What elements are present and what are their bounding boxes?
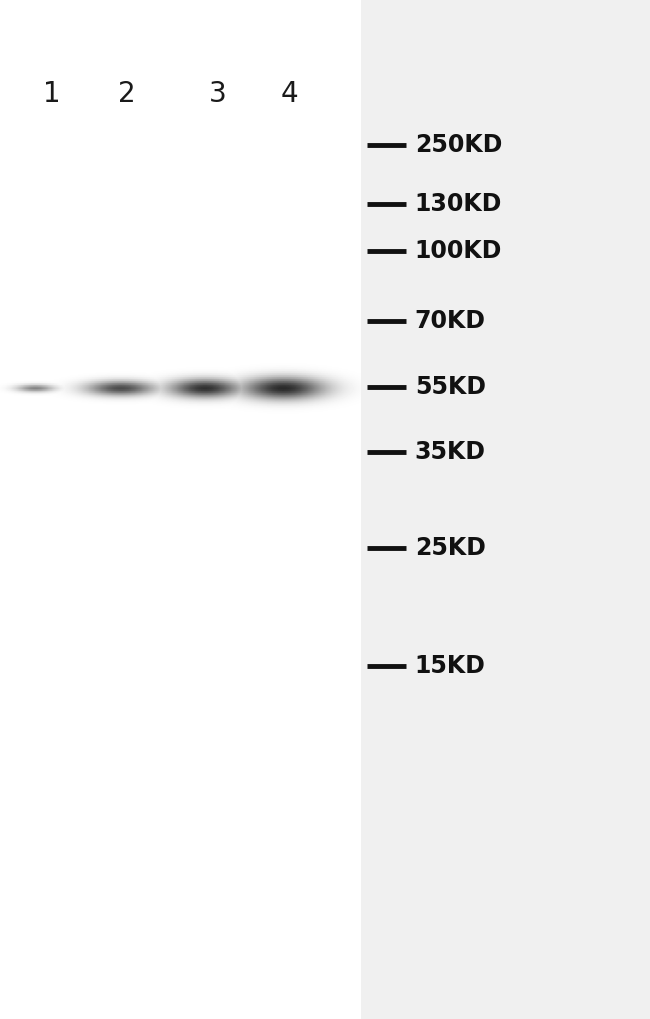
Text: 70KD: 70KD	[415, 309, 486, 333]
Bar	[361, 0, 650, 1019]
Text: 100KD: 100KD	[415, 238, 502, 263]
Text: 3: 3	[209, 79, 227, 108]
Text: 4: 4	[280, 79, 298, 108]
Text: 35KD: 35KD	[415, 440, 486, 465]
Text: 130KD: 130KD	[415, 192, 502, 216]
Text: 55KD: 55KD	[415, 375, 486, 399]
Text: 1: 1	[43, 79, 61, 108]
Text: 2: 2	[118, 79, 136, 108]
Text: 15KD: 15KD	[415, 654, 486, 679]
Text: 250KD: 250KD	[415, 132, 502, 157]
Text: 25KD: 25KD	[415, 536, 486, 560]
